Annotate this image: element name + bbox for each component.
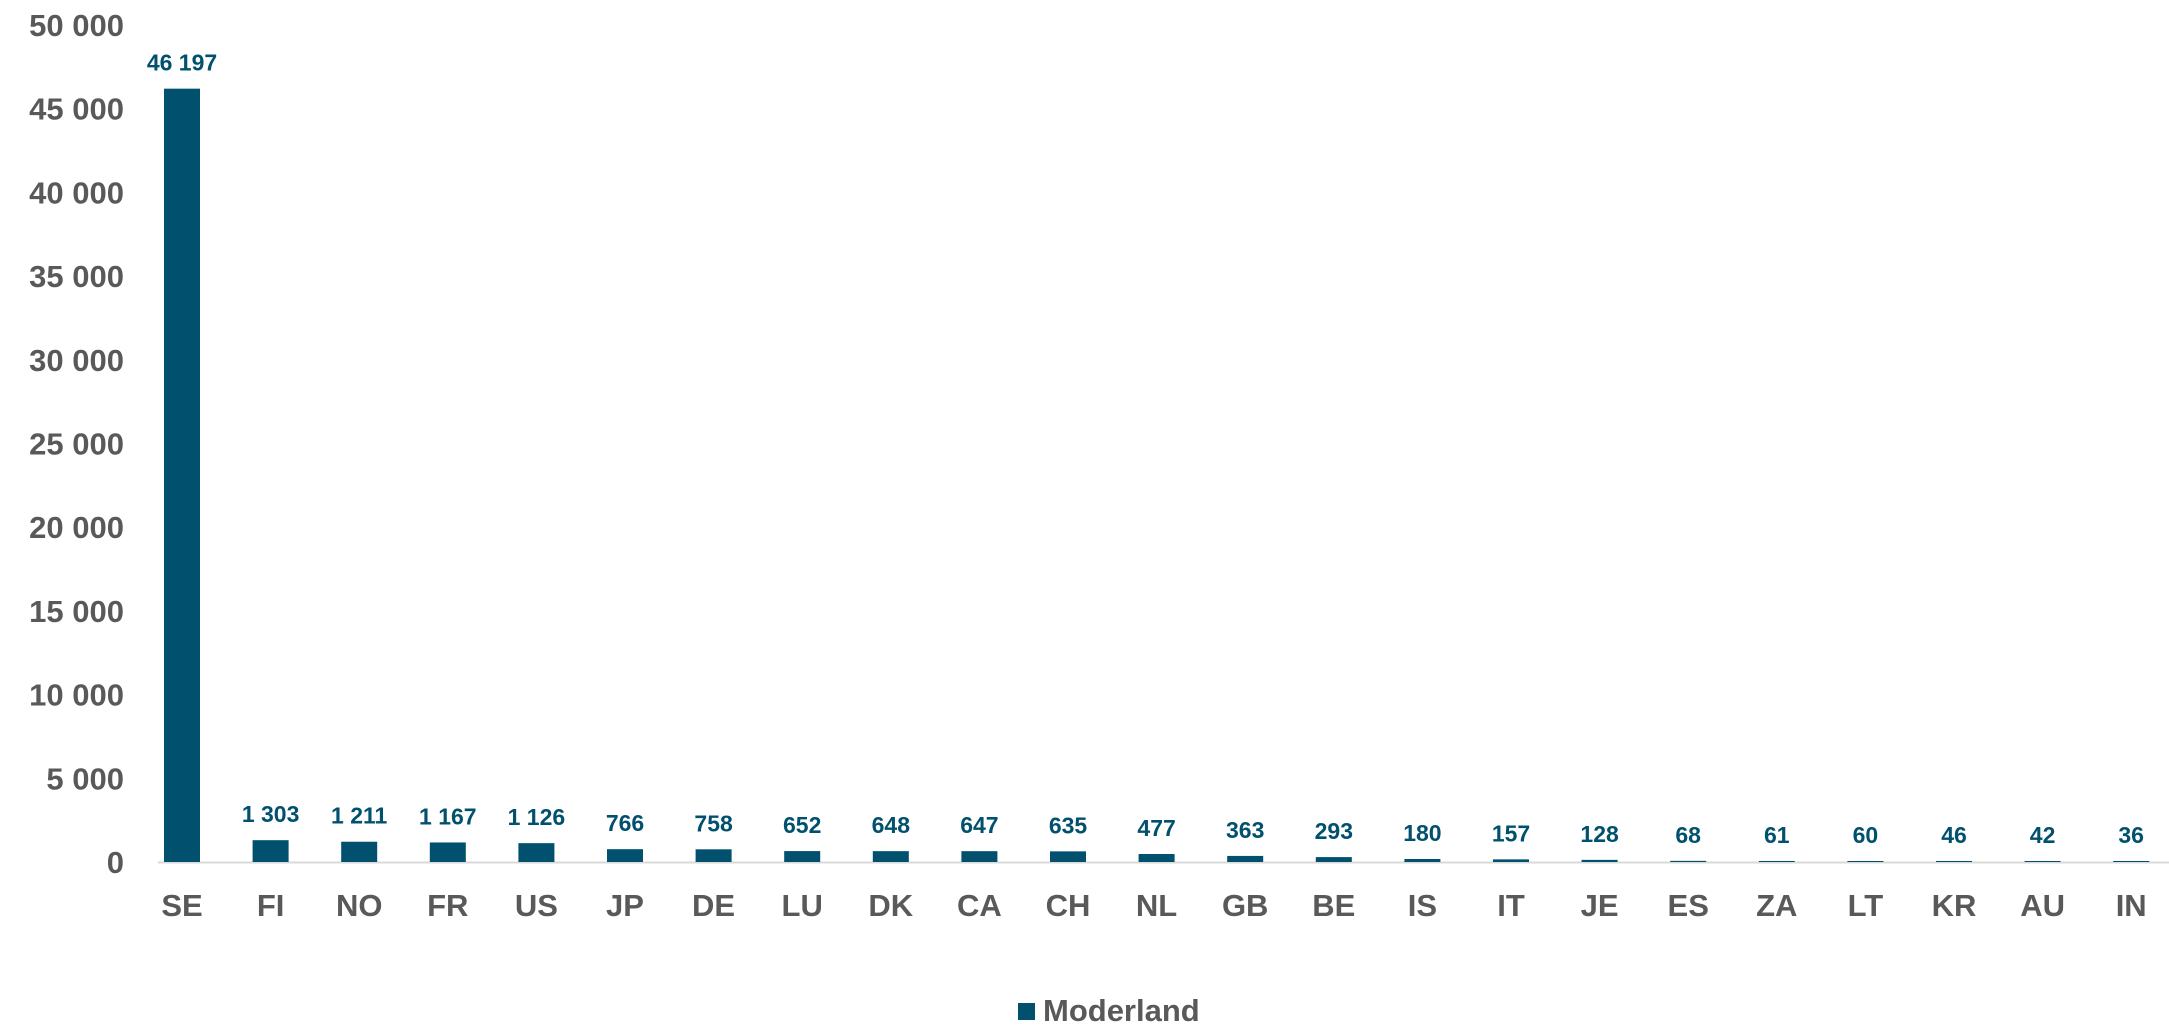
legend[interactable]: Moderland xyxy=(1018,994,1200,1028)
data-label: 648 xyxy=(872,812,911,838)
bar[interactable] xyxy=(1670,860,1707,862)
x-tick-label: AU xyxy=(2020,888,2065,923)
data-label: 180 xyxy=(1403,820,1441,846)
data-labels: 46 197 1 303 1 211 1 167 1 126 766 758 652 648 64… xyxy=(147,50,2144,848)
x-tick-label: BE xyxy=(1312,888,1355,923)
data-label: 477 xyxy=(1137,815,1175,841)
x-tick-label: GB xyxy=(1222,888,1269,923)
bar[interactable] xyxy=(518,843,555,862)
y-tick-label: 35 000 xyxy=(29,259,124,294)
x-tick-label: DK xyxy=(868,888,913,923)
data-label: 46 197 xyxy=(147,50,217,76)
bar[interactable] xyxy=(252,840,289,862)
x-tick-label: IS xyxy=(1408,888,1437,923)
y-tick-label: 45 000 xyxy=(29,92,124,127)
data-label: 46 xyxy=(1941,822,1967,848)
data-label: 42 xyxy=(2030,822,2056,848)
x-axis: SE FI NO FR US JP DE LU DK CA CH NL GB BE IS IT JE ES ZA LT… xyxy=(161,888,2146,923)
x-tick-label: US xyxy=(515,888,558,923)
bar[interactable] xyxy=(1758,860,1795,862)
bar[interactable] xyxy=(164,88,200,862)
data-label: 61 xyxy=(1764,822,1790,848)
bar[interactable] xyxy=(429,842,466,862)
y-tick-label: 50 000 xyxy=(29,8,124,43)
y-tick-label: 15 000 xyxy=(29,594,124,629)
bar-chart: 0 5 000 10 000 15 000 20 000 25 000 30 000 35 0… xyxy=(29,8,2169,923)
data-label: 1 167 xyxy=(419,803,477,829)
data-label: 36 xyxy=(2118,822,2144,848)
x-tick-label: CA xyxy=(957,888,1002,923)
x-tick-label: ES xyxy=(1668,888,1709,923)
data-label: 1 303 xyxy=(242,801,300,827)
data-label: 1 126 xyxy=(508,804,566,830)
y-tick-label: 40 000 xyxy=(29,175,124,210)
bar[interactable] xyxy=(961,851,998,862)
data-label: 60 xyxy=(1853,822,1879,848)
data-label: 766 xyxy=(606,810,644,836)
bar[interactable] xyxy=(2024,861,2061,862)
bar[interactable] xyxy=(1847,860,1884,862)
y-axis: 0 5 000 10 000 15 000 20 000 25 000 30 000 35 0… xyxy=(29,8,124,880)
y-tick-label: 10 000 xyxy=(29,678,124,713)
x-tick-label: SE xyxy=(161,888,202,923)
data-label: 157 xyxy=(1492,820,1530,846)
x-tick-label: NO xyxy=(336,888,383,923)
bar[interactable] xyxy=(872,851,909,862)
bar[interactable] xyxy=(1581,859,1618,862)
bar[interactable] xyxy=(1315,857,1352,862)
legend-swatch xyxy=(1018,1002,1035,1020)
y-tick-label: 5 000 xyxy=(46,761,124,796)
x-tick-label: IT xyxy=(1497,888,1525,923)
data-label: 128 xyxy=(1580,821,1619,847)
bar[interactable] xyxy=(1493,859,1529,862)
x-tick-label: IN xyxy=(2116,888,2147,923)
y-tick-label: 25 000 xyxy=(29,427,124,462)
data-label: 647 xyxy=(960,812,998,838)
bar[interactable] xyxy=(341,841,378,862)
data-label: 635 xyxy=(1049,812,1088,838)
data-label: 652 xyxy=(783,812,821,838)
bar[interactable] xyxy=(695,849,732,862)
bar[interactable] xyxy=(784,851,821,862)
bars xyxy=(164,88,2150,862)
data-label: 1 211 xyxy=(331,803,387,829)
data-label: 293 xyxy=(1315,818,1353,844)
x-tick-label: FR xyxy=(427,888,468,923)
x-tick-label: CH xyxy=(1046,888,1091,923)
x-tick-label: LU xyxy=(782,888,823,923)
data-label: 363 xyxy=(1226,817,1264,843)
x-tick-label: FI xyxy=(257,888,285,923)
x-tick-label: LT xyxy=(1848,888,1884,923)
x-tick-label: JP xyxy=(606,888,644,923)
x-tick-label: JE xyxy=(1581,888,1619,923)
y-tick-label: 0 xyxy=(107,845,124,880)
y-tick-label: 30 000 xyxy=(29,343,124,378)
bar[interactable] xyxy=(607,849,643,862)
bar[interactable] xyxy=(1227,855,1264,862)
x-tick-label: NL xyxy=(1136,888,1177,923)
bar[interactable] xyxy=(1936,861,1972,862)
legend-label: Moderland xyxy=(1043,993,1200,1028)
y-tick-label: 20 000 xyxy=(29,510,124,545)
x-tick-label: KR xyxy=(1932,888,1977,923)
data-label: 758 xyxy=(694,810,733,836)
x-tick-label: DE xyxy=(692,888,735,923)
bar[interactable] xyxy=(1138,854,1175,862)
bar[interactable] xyxy=(1050,851,1086,862)
x-tick-label: ZA xyxy=(1756,888,1797,923)
data-label: 68 xyxy=(1675,822,1701,848)
bar[interactable] xyxy=(2113,861,2150,862)
bar[interactable] xyxy=(1404,858,1441,862)
